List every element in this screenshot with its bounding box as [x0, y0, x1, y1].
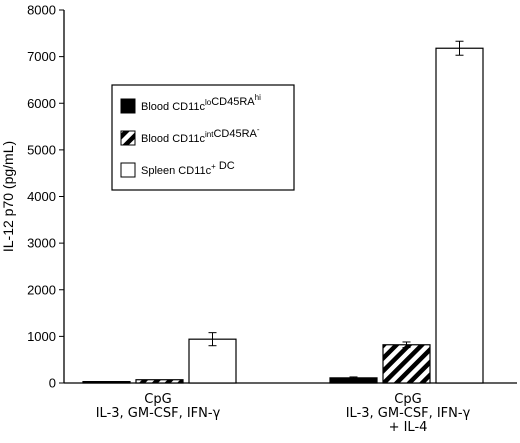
legend: Blood CD11cloCD45RAhi Blood CD11cintCD45R… — [111, 84, 295, 191]
y-tick-label: 1000 — [27, 329, 56, 344]
y-tick-label: 5000 — [27, 142, 56, 157]
y-tick-label: 8000 — [27, 3, 56, 18]
legend-entry: Spleen CD11c+ DC — [141, 160, 235, 177]
bar — [82, 381, 131, 384]
legend-swatch — [120, 130, 136, 146]
legend-box — [111, 84, 295, 191]
y-tick-label: 0 — [49, 376, 56, 391]
category-label: CpG — [144, 392, 171, 407]
legend-swatch — [120, 98, 136, 114]
category-label: CpG — [394, 392, 421, 407]
bar — [135, 379, 184, 384]
category-label: IL-3, GM-CSF, IFN-γ — [96, 406, 221, 421]
bar — [382, 344, 431, 384]
y-tick-label: 6000 — [27, 96, 56, 111]
category-label: + IL-4 — [389, 420, 428, 435]
y-tick-label: 3000 — [27, 236, 56, 251]
bar — [435, 47, 484, 384]
y-tick-label: 4000 — [27, 189, 56, 204]
legend-swatch — [120, 162, 136, 178]
y-axis-title: IL-12 p70 (pg/mL) — [0, 141, 16, 252]
legend-entry: Blood CD11cintCD45RA- — [141, 125, 260, 145]
y-tick-label: 7000 — [27, 49, 56, 64]
category-label: IL-3, GM-CSF, IFN-γ — [346, 406, 471, 421]
bar — [188, 338, 237, 384]
y-ticks: 0 1000 2000 3000 4000 5000 6000 7000 8000 — [27, 3, 64, 391]
legend-entry: Blood CD11cloCD45RAhi — [141, 93, 261, 113]
bars — [82, 40, 484, 384]
y-tick-label: 2000 — [27, 282, 56, 297]
